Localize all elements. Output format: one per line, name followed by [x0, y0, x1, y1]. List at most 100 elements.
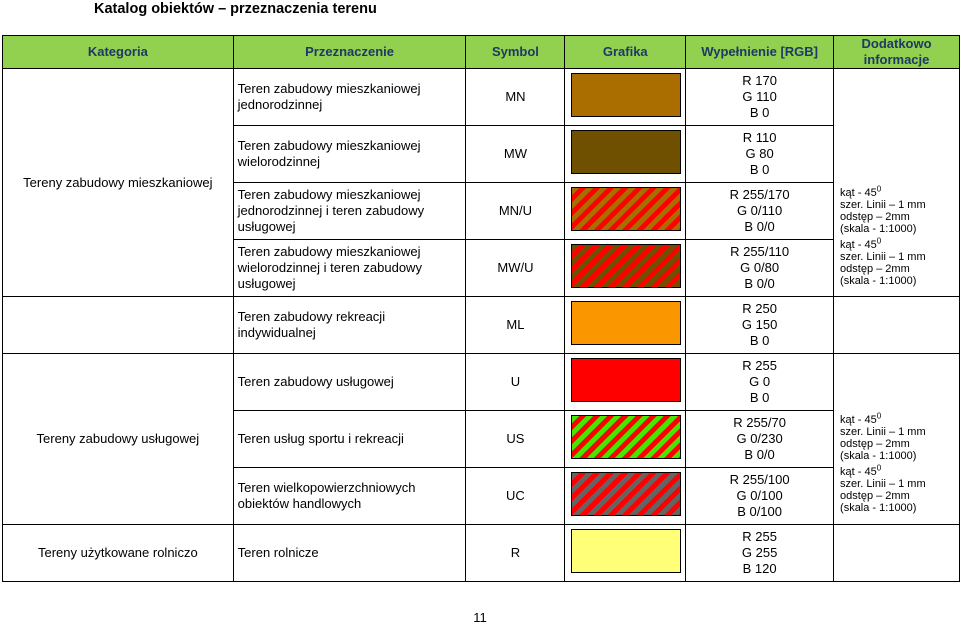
table-row: Teren wielkopowierzchniowych obiektów ha… — [3, 467, 960, 525]
info-cell-empty — [833, 524, 960, 582]
graphic-cell — [564, 68, 687, 126]
rgb-value: B 0 — [749, 162, 770, 177]
graphic-cell — [564, 239, 687, 297]
rgb-cell: R 255/100 G 0/100 B 0/100 — [685, 467, 835, 525]
header-przeznaczenie: Przeznaczenie — [232, 35, 467, 69]
table-row: Teren usług sportu i rekreacji US R 255/70… — [3, 410, 960, 468]
purpose-cell: Teren zabudowy mieszkaniowej jednorodzin… — [232, 68, 467, 126]
rgb-cell: R 170 G 110 B 0 — [685, 68, 835, 126]
rgb-cell: R 255/170 G 0/110 B 0/0 — [685, 182, 835, 240]
rgb-value: R 255 — [742, 529, 777, 544]
purpose-cell: Teren rolnicze — [232, 524, 467, 582]
rgb-value: B 0/100 — [737, 504, 783, 519]
table-row: Teren zabudowy mieszkaniowej wielorodzin… — [3, 125, 960, 183]
rgb-value: R 255/70 — [733, 415, 786, 430]
rgb-value: R 255/100 — [729, 472, 790, 487]
angle-text: kąt - 45 — [840, 187, 877, 199]
rgb-value: G 255 — [741, 545, 778, 560]
color-swatch — [571, 301, 682, 345]
symbol-cell: ML — [465, 296, 566, 354]
symbol-cell: U — [465, 353, 566, 411]
degree-sup: 0 — [876, 411, 882, 421]
hatch-info: kąt - 450 szer. Linii – 1 mm odstęp – 2mm(… — [840, 411, 959, 462]
header-symbol: Symbol — [465, 35, 566, 69]
rgb-value: G 0/230 — [736, 431, 783, 446]
purpose-cell: Teren zabudowy mieszkaniowej wielorodzin… — [232, 125, 467, 183]
scale-info: (skala - 1:1000) — [840, 502, 917, 514]
angle-info: kąt - 450 — [840, 464, 959, 478]
symbol-cell: US — [465, 410, 566, 468]
rgb-value: R 110 — [742, 130, 777, 145]
rgb-value: R 170 — [742, 73, 777, 88]
hatch-info: kąt - 450 szer. Linii – 1 mm odstęp – 2mm(… — [840, 464, 959, 514]
header-dodatkowo: Dodatkowo informacje — [833, 35, 960, 69]
angle-info: kąt - 450 — [840, 411, 959, 426]
rgb-value: G 0/100 — [736, 488, 783, 503]
symbol-cell: MN — [465, 68, 566, 126]
rgb-value: B 0/0 — [744, 447, 775, 462]
spacing-info: odstęp – 2mm — [840, 263, 910, 275]
rgb-value: G 80 — [745, 146, 774, 161]
rgb-cell: R 255 G 255 B 120 — [685, 524, 835, 582]
rgb-value: B 0/0 — [744, 219, 775, 234]
rgb-value: R 255/110 — [730, 244, 790, 259]
rgb-cell: R 250 G 150 B 0 — [685, 296, 835, 354]
header-kategoria: Kategoria — [2, 35, 234, 69]
rgb-value: G 0/110 — [736, 203, 783, 218]
hatch-info: kąt - 450 szer. Linii – 1 mm odstęp – 2mm(… — [840, 237, 959, 287]
rgb-value: R 250 — [742, 301, 777, 316]
scale-info: (skala - 1:1000) — [840, 275, 917, 287]
purpose-cell: Teren wielkopowierzchniowych obiektów ha… — [232, 467, 467, 525]
table-row: Teren zabudowy rekreacji indywidualnej ML… — [2, 296, 960, 354]
rgb-value: B 0/0 — [744, 276, 775, 291]
scale-info: (skala - 1:1000) — [840, 450, 917, 462]
line-width-info: szer. Linii – 1 mm — [840, 478, 926, 490]
header-row: Kategoria Przeznaczenie Symbol Grafika W… — [2, 35, 960, 69]
rgb-cell: R 255/70 G 0/230 B 0/0 — [685, 410, 835, 468]
graphic-cell — [564, 296, 687, 354]
angle-info: kąt - 450 — [840, 237, 959, 251]
rgb-value: G 150 — [741, 317, 778, 332]
category-cell: Tereny użytkowane rolniczo — [2, 524, 234, 582]
page-title: Katalog obiektów – przeznaczenia terenu — [94, 1, 377, 17]
purpose-cell: Teren zabudowy rekreacji indywidualnej — [232, 296, 467, 354]
info-cell-empty — [833, 296, 960, 354]
rgb-cell: R 110 G 80 B 0 — [685, 125, 835, 183]
color-swatch — [571, 130, 682, 174]
category-cell — [2, 296, 234, 354]
purpose-cell: Teren zabudowy mieszkaniowej jednorodzin… — [232, 182, 467, 240]
info-cell: kąt - 450 szer. Linii – 1 mm odstęp – 2mm(… — [833, 353, 960, 525]
purpose-cell: Teren zabudowy mieszkaniowej wielorodzin… — [232, 239, 467, 297]
color-swatch — [571, 187, 682, 231]
symbol-cell: UC — [465, 467, 566, 525]
category-cell: Tereny zabudowy mieszkaniowej — [2, 68, 234, 297]
color-swatch — [571, 73, 682, 117]
hatch-info: kąt - 450 szer. Linii – 1 mm odstęp – 2mm(… — [840, 185, 959, 235]
angle-text: kąt - 45 — [840, 239, 877, 251]
rgb-value: G 0/80 — [740, 260, 780, 275]
color-swatch — [571, 529, 682, 573]
graphic-cell — [564, 125, 687, 183]
table-row: Teren zabudowy mieszkaniowej wielorodzin… — [3, 239, 960, 297]
spacing-info: odstęp – 2mm — [840, 438, 910, 450]
spacing-info: odstęp – 2mm — [840, 490, 910, 502]
purpose-cell: Teren zabudowy usługowej — [232, 353, 467, 411]
purpose-cell: Teren usług sportu i rekreacji — [232, 410, 467, 468]
header-wypelnienie: Wypełnienie [RGB] — [685, 35, 835, 69]
angle-text: kąt - 45 — [840, 414, 877, 426]
line-width-info: szer. Linii – 1 mm — [840, 426, 926, 438]
color-swatch — [571, 358, 682, 402]
table-row: Teren zabudowy mieszkaniowej jednorodzin… — [3, 182, 960, 240]
symbol-cell: R — [465, 524, 566, 582]
category-cell: Tereny zabudowy usługowej — [2, 353, 234, 525]
table-row: Tereny zabudowy mieszkaniowej Teren zabud… — [2, 68, 960, 297]
color-swatch — [571, 244, 682, 288]
header-grafika: Grafika — [564, 35, 687, 69]
rgb-value: G 110 — [742, 89, 777, 104]
line-width-info: szer. Linii – 1 mm — [840, 251, 926, 263]
symbol-cell: MN/U — [465, 182, 566, 240]
graphic-cell — [564, 410, 687, 468]
line-width-info: szer. Linii – 1 mm — [840, 199, 926, 211]
rgb-value: B 120 — [742, 561, 777, 576]
rgb-value: R 255/170 — [729, 187, 790, 202]
